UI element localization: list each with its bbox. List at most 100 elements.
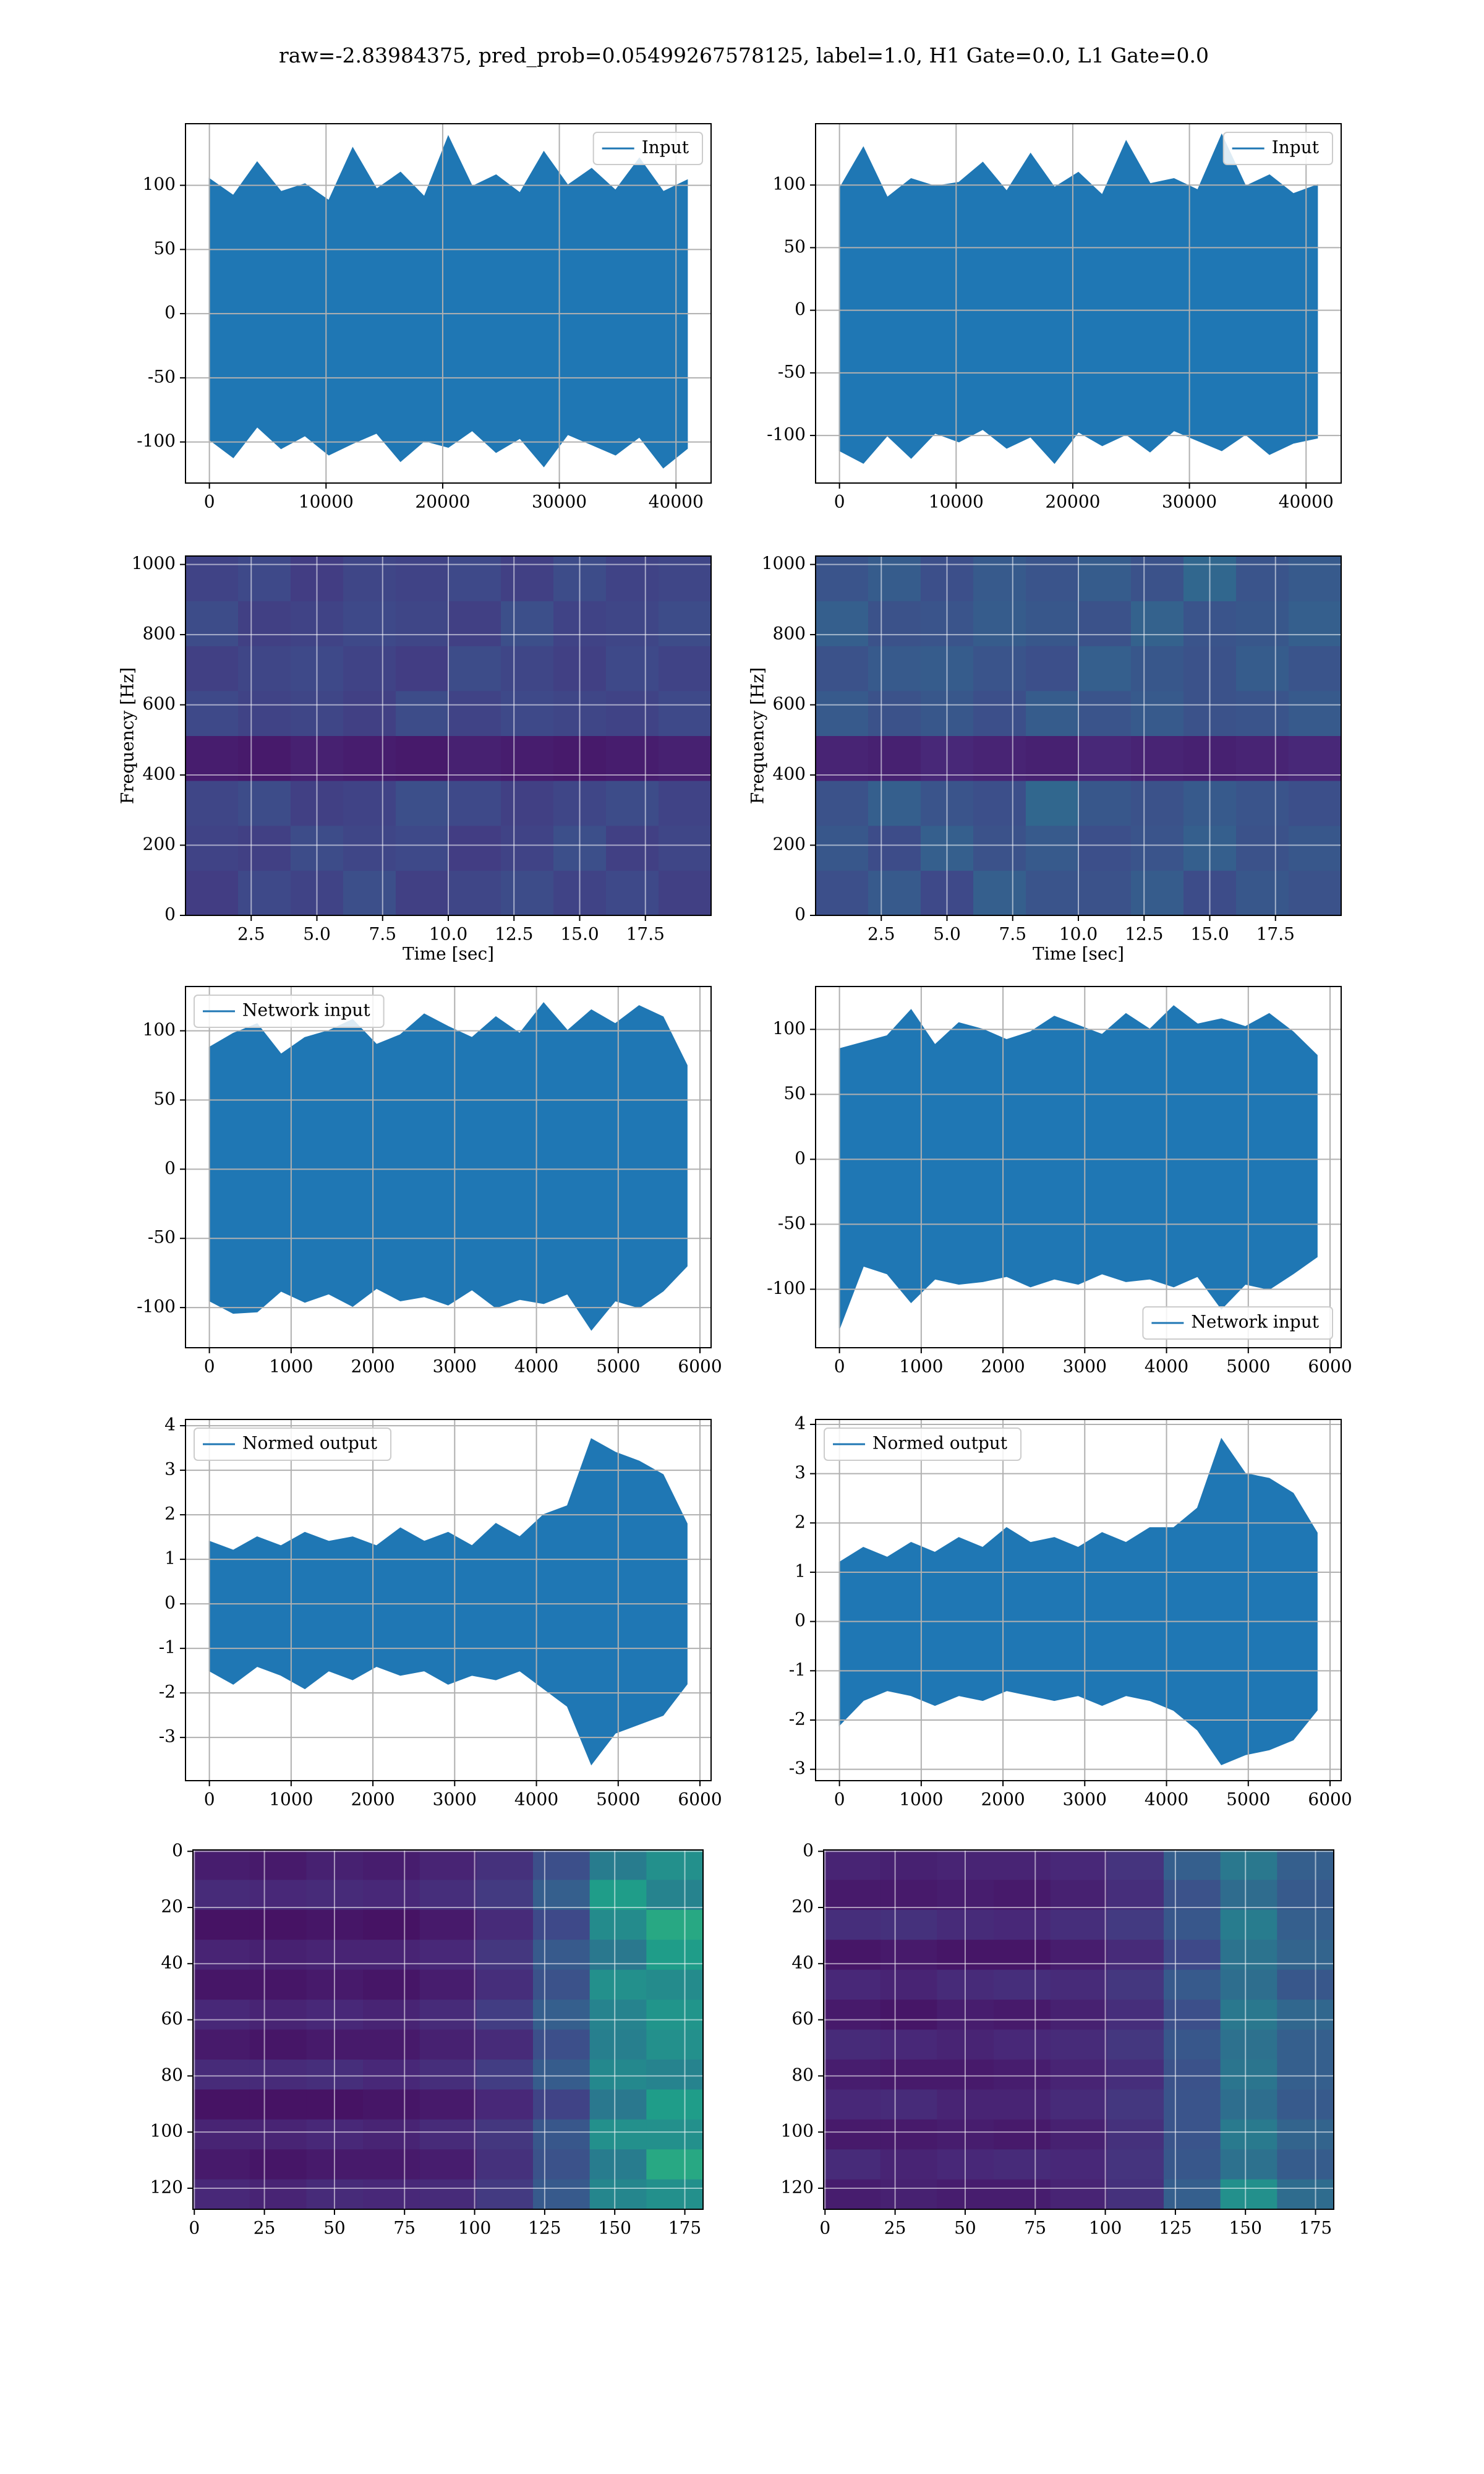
heatmap-cell: [363, 1850, 420, 1880]
heatmap-cell: [186, 690, 239, 736]
heatmap-cell: [1107, 2179, 1164, 2209]
heatmap-cell: [501, 825, 554, 871]
axes-frame: [192, 1849, 704, 2210]
heatmap-cell: [476, 2059, 534, 2090]
heatmap-cell: [589, 2179, 647, 2209]
heatmap-cell: [1107, 1850, 1164, 1880]
y-tick-label: 50: [783, 236, 806, 257]
heatmap-cell: [973, 735, 1026, 781]
y-tick-label: 0: [164, 302, 176, 323]
heatmap-cell: [533, 2089, 591, 2120]
y-tick-label: 4: [164, 1415, 176, 1435]
y-tick-label: 1000: [762, 553, 806, 573]
heatmap-cell: [1078, 735, 1132, 781]
heatmap-cell: [1026, 556, 1079, 602]
axes-frame: [823, 1849, 1334, 2210]
x-tick-label: 50: [323, 2218, 346, 2238]
heatmap-cell: [1236, 781, 1289, 826]
x-tick-label: 0: [204, 1789, 215, 1810]
heatmap-cell: [186, 825, 239, 871]
x-tick-label: 5000: [596, 1356, 640, 1377]
heatmap-cell: [1131, 690, 1184, 736]
heatmap-cell: [824, 1909, 881, 1940]
y-tick-label: -2: [789, 1709, 806, 1729]
x-tick-label: 20000: [1045, 492, 1100, 512]
x-tick-label: 175: [668, 2218, 701, 2238]
heatmap-cell: [606, 781, 659, 826]
y-tick-label: 0: [172, 1840, 183, 1860]
heatmap-cell: [1289, 781, 1341, 826]
y-tick-label: -3: [789, 1758, 806, 1778]
heatmap-cell: [238, 646, 291, 691]
heatmap-cell: [186, 556, 239, 602]
x-tick-label: 2000: [351, 1789, 394, 1810]
heatmap-cell: [186, 870, 239, 915]
axes-frame: [815, 986, 1342, 1348]
heatmap-cell: [238, 556, 291, 602]
heatmap-cell: [1220, 1909, 1277, 1940]
x-tick-label: 4000: [514, 1356, 558, 1377]
x-tick-label: 3000: [1063, 1356, 1107, 1377]
x-tick-label: 50: [954, 2218, 976, 2238]
signal-band: [838, 1437, 1318, 1765]
heatmap-cell: [419, 2000, 477, 2030]
heatmap-cell: [476, 2089, 534, 2120]
plot-area: [193, 1850, 703, 2209]
subplot: 0 1000 2000 3000 4000 5000 6000 -3 -2 -1 0 1 2 3 4 Norm…: [789, 1413, 1352, 1809]
heatmap-cell: [363, 2119, 420, 2150]
heatmap-cell: [533, 2029, 591, 2060]
heatmap-cell: [1277, 2179, 1334, 2209]
y-tick-label: 600: [773, 693, 806, 714]
heatmap-cell: [501, 601, 554, 646]
heatmap-cell: [589, 1909, 647, 1940]
figure-title: raw=-2.83984375, pred_prob=0.05499267578…: [279, 43, 1209, 68]
heatmap-cell: [659, 781, 711, 826]
heatmap-cell: [1131, 646, 1184, 691]
heatmap-cell: [1078, 646, 1132, 691]
heatmap-cell: [606, 825, 659, 871]
legend-label: Input: [642, 137, 689, 158]
heatmap-cell: [193, 2179, 250, 2209]
heatmap-cell: [606, 646, 659, 691]
x-tick-label: 10.0: [1059, 924, 1098, 944]
x-tick-label: 5000: [1226, 1356, 1270, 1377]
heatmap-cell: [1107, 1909, 1164, 1940]
heatmap-cell: [659, 601, 711, 646]
heatmap-cell: [1236, 690, 1289, 736]
heatmap-cell: [1050, 2179, 1107, 2209]
y-tick-label: 100: [143, 1019, 176, 1040]
heatmap-cell: [994, 1940, 1051, 1971]
heatmap-cell: [868, 690, 921, 736]
axes-frame: [185, 1419, 712, 1781]
heatmap-cell: [606, 690, 659, 736]
heatmap-cell: [1164, 2089, 1221, 2120]
signal-band: [208, 135, 688, 469]
y-tick-label: -100: [767, 1278, 806, 1298]
subplot: 0 1000 2000 3000 4000 5000 6000 -100 -50 0 50 100 Ne…: [767, 986, 1352, 1377]
heatmap-cell: [448, 646, 501, 691]
heatmap-cell: [1050, 2089, 1107, 2120]
heatmap-cell: [646, 1850, 703, 1880]
legend-label: Normed output: [242, 1433, 378, 1453]
heatmap-cell: [606, 556, 659, 602]
heatmap-cell: [1236, 825, 1289, 871]
heatmap-cell: [419, 1969, 477, 2000]
heatmap-cell: [646, 1969, 703, 2000]
heatmap-cell: [1107, 1969, 1164, 2000]
heatmap-cell: [448, 825, 501, 871]
subplot: 0 25 50 75 100 125 150 175 0 20 40 60 80 100 120: [150, 1840, 704, 2238]
y-tick-label: 60: [161, 2008, 183, 2029]
heatmap-cell: [973, 601, 1026, 646]
heatmap-cell: [1050, 2029, 1107, 2060]
heatmap-cell: [186, 601, 239, 646]
heatmap-cell: [973, 690, 1026, 736]
heatmap-cell: [868, 735, 921, 781]
heatmap-cell: [1050, 1850, 1107, 1880]
plot-area: [186, 556, 711, 915]
heatmap-cell: [419, 2059, 477, 2090]
signal-band: [208, 1002, 688, 1331]
heatmap-cell: [659, 690, 711, 736]
y-tick-label: -1: [789, 1659, 806, 1680]
heatmap-cell: [476, 1969, 534, 2000]
x-tick-label: 7.5: [369, 924, 396, 944]
